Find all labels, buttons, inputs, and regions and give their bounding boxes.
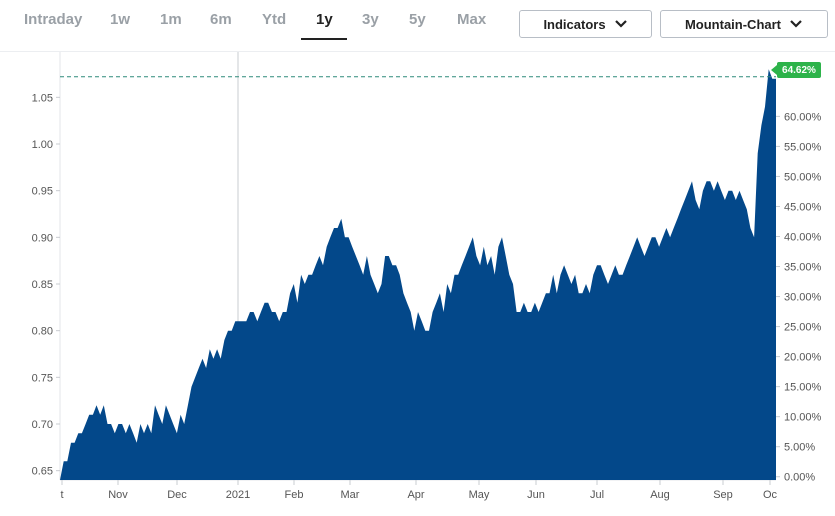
x-tick-label: Jun [527, 489, 545, 501]
tab-max[interactable]: Max [457, 11, 487, 28]
header-separator [0, 51, 835, 52]
last-change-badge: 64.62% [771, 62, 821, 78]
y2-tick-label: 20.00% [784, 352, 822, 364]
y2-tick-label: 55.00% [784, 141, 822, 153]
y2-tick-label: 10.00% [784, 412, 822, 424]
y-tick-label: 0.80 [32, 326, 53, 338]
chevron-down-icon [614, 20, 627, 28]
chevron-down-icon [790, 20, 802, 28]
tab-1w[interactable]: 1w [110, 11, 131, 28]
x-tick-label: Dec [167, 489, 187, 501]
y2-tick-label: 35.00% [784, 262, 822, 274]
tab-intraday[interactable]: Intraday [24, 11, 83, 28]
y2-tick-label: 25.00% [784, 322, 822, 334]
x-tick-label: Apr [407, 489, 424, 501]
x-tick-label: t [60, 489, 63, 501]
y2-tick-label: 15.00% [784, 382, 822, 394]
y-tick-label: 0.65 [32, 466, 53, 478]
active-tab-underline [301, 38, 347, 40]
x-tick-label: Mar [341, 489, 360, 501]
y2-tick-label: 0.00% [784, 472, 815, 484]
chart-type-label: Mountain-Chart [684, 16, 782, 32]
y2-tick-label: 40.00% [784, 231, 822, 243]
y-tick-label: 0.90 [32, 232, 53, 244]
y2-tick-label: 30.00% [784, 292, 822, 304]
y-tick-label: 1.05 [32, 92, 53, 104]
y-tick-label: 0.85 [32, 279, 53, 291]
tab-1m[interactable]: 1m [160, 11, 182, 28]
x-tick-label: 2021 [226, 489, 250, 501]
x-tick-label: Feb [285, 489, 304, 501]
tab-1y[interactable]: 1y [316, 11, 333, 28]
chart-type-dropdown[interactable]: Mountain-Chart [660, 10, 828, 38]
indicators-label: Indicators [543, 16, 606, 32]
y-tick-label: 0.70 [32, 419, 53, 431]
y2-tick-label: 45.00% [784, 201, 822, 213]
y2-tick-label: 5.00% [784, 442, 815, 454]
x-tick-label: Nov [108, 489, 128, 501]
y-tick-label: 0.95 [32, 186, 53, 198]
y-tick-label: 0.75 [32, 372, 53, 384]
x-tick-label: Oc [763, 489, 778, 501]
y2-tick-label: 60.00% [784, 111, 822, 123]
x-tick-label: Aug [650, 489, 670, 501]
tab-ytd[interactable]: Ytd [262, 11, 287, 28]
x-tick-label: Jul [590, 489, 604, 501]
x-tick-label: Sep [713, 489, 733, 501]
y-tick-label: 1.00 [32, 139, 53, 151]
tab-6m[interactable]: 6m [210, 11, 232, 28]
tab-5y[interactable]: 5y [409, 11, 426, 28]
price-area [60, 69, 776, 481]
y2-tick-label: 50.00% [784, 171, 822, 183]
indicators-dropdown[interactable]: Indicators [519, 10, 652, 38]
tab-3y[interactable]: 3y [362, 11, 379, 28]
x-tick-label: May [469, 489, 490, 501]
